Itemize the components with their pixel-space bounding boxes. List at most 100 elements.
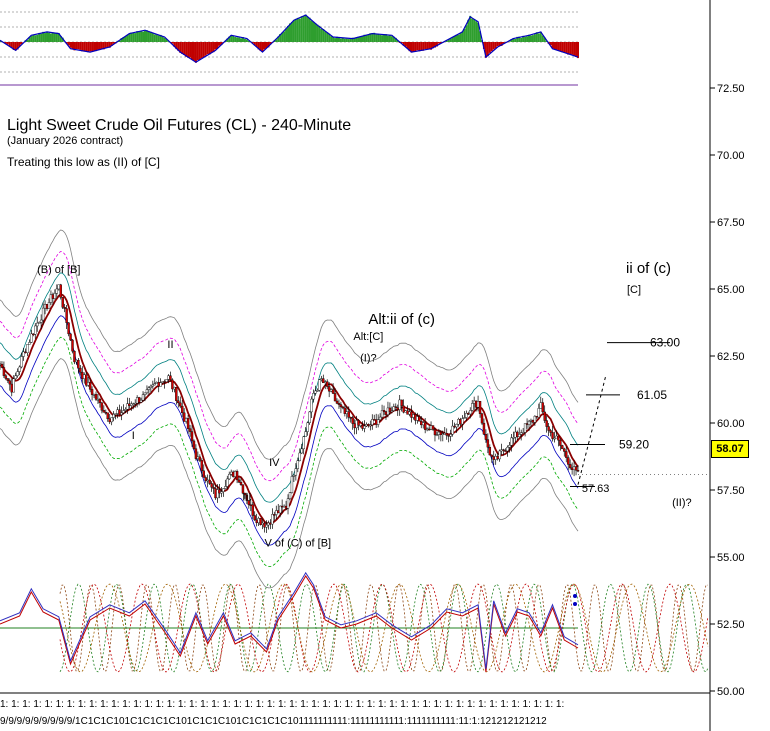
histogram-bar — [110, 42, 113, 46]
histogram-bar — [134, 33, 137, 42]
candle-body — [167, 375, 170, 380]
candle-body — [194, 448, 198, 459]
candle-body — [288, 492, 292, 499]
candle-body — [531, 419, 535, 423]
histogram-bar — [185, 42, 188, 57]
histogram-bar — [416, 42, 419, 51]
candle-body — [537, 408, 541, 418]
candle-body — [202, 470, 205, 478]
histogram-bar — [214, 42, 217, 50]
candle-body — [443, 432, 446, 435]
candle-body — [139, 399, 143, 403]
candle-body — [36, 322, 39, 327]
histogram-bar — [406, 42, 409, 49]
candle-body — [212, 486, 215, 489]
candle-body — [549, 430, 552, 433]
histogram-bar — [498, 42, 501, 46]
histogram-bar — [520, 37, 523, 42]
candle-body — [500, 449, 503, 452]
histogram-bar — [47, 32, 50, 42]
histogram-bar — [183, 42, 186, 55]
candle-body — [130, 403, 133, 406]
candle-body — [545, 420, 548, 427]
histogram-bar — [44, 33, 47, 42]
candle-body — [63, 307, 66, 309]
chart-note: Treating this low as (II) of [C] — [7, 155, 160, 169]
histogram-bar — [220, 42, 223, 46]
histogram-bar — [575, 42, 578, 57]
histogram-bar — [179, 42, 182, 53]
histogram-bar — [445, 40, 448, 42]
candle-body — [404, 410, 407, 413]
candle-body — [300, 448, 303, 454]
x-tick-row-2: 9/9/9/9/9/9/9/9/9/1C1C1C101C1C1C1C101C1C… — [0, 716, 547, 727]
histogram-bar — [447, 39, 450, 42]
candle-body — [437, 431, 441, 435]
histogram-bar — [361, 35, 364, 42]
histogram-bar — [451, 36, 454, 42]
candle-body — [392, 406, 396, 411]
candle-body — [277, 510, 280, 514]
candle-body — [527, 420, 531, 425]
candle-body — [96, 398, 100, 401]
histogram-bar — [316, 24, 319, 42]
histogram-bar — [277, 36, 280, 42]
histogram-bar — [238, 37, 241, 42]
candle-body — [412, 414, 415, 418]
histogram-bar — [285, 28, 288, 42]
candle-body — [85, 374, 88, 386]
candle-body — [226, 478, 229, 487]
histogram-bar — [189, 42, 192, 58]
candle-body — [8, 380, 11, 385]
target-label: 63.00 — [650, 336, 680, 350]
candle-body — [431, 425, 435, 430]
candle-body — [410, 411, 413, 418]
histogram-bar — [275, 39, 278, 42]
candle-body — [525, 423, 529, 425]
candle-body — [394, 406, 397, 408]
candle-body — [429, 425, 433, 430]
histogram-bar — [191, 42, 194, 60]
histogram-bar — [359, 36, 362, 42]
candle-body — [75, 359, 78, 363]
bottom-cycle-panel — [0, 571, 709, 673]
histogram-bar — [312, 21, 315, 42]
projection-path — [577, 374, 607, 485]
histogram-bar — [194, 42, 197, 63]
histogram-bar — [351, 37, 354, 42]
wave-label: 57.63 — [582, 483, 610, 495]
histogram-bar — [365, 35, 368, 42]
candle-body — [26, 344, 29, 354]
candle-body — [210, 483, 213, 488]
candle-body — [555, 435, 558, 439]
histogram-bar — [218, 42, 221, 46]
candle-body — [512, 437, 515, 439]
candle-body — [235, 471, 239, 481]
candle-body — [224, 486, 227, 489]
histogram-bar — [410, 42, 413, 53]
histogram-bar — [234, 36, 237, 42]
histogram-bar — [267, 42, 270, 48]
candle-body — [533, 415, 537, 423]
histogram-bar — [173, 42, 176, 47]
candle-body — [353, 423, 356, 429]
candle-body — [498, 450, 501, 460]
histogram-bar — [469, 15, 472, 42]
candle-body — [257, 518, 260, 524]
candle-body — [104, 411, 108, 414]
candle-body — [543, 411, 546, 421]
candle-body — [108, 418, 111, 423]
candle-body — [233, 471, 237, 477]
candle-body — [208, 479, 211, 484]
candle-body — [92, 394, 96, 396]
histogram-bar — [61, 37, 64, 42]
candle-body — [249, 504, 252, 506]
histogram-bar — [490, 42, 493, 52]
candle-body — [486, 439, 490, 448]
histogram-bar — [292, 20, 295, 42]
candle-body — [518, 434, 521, 437]
histogram-bar — [36, 34, 39, 42]
histogram-bar — [484, 42, 487, 58]
histogram-bar — [75, 42, 78, 50]
histogram-bar — [522, 35, 525, 42]
